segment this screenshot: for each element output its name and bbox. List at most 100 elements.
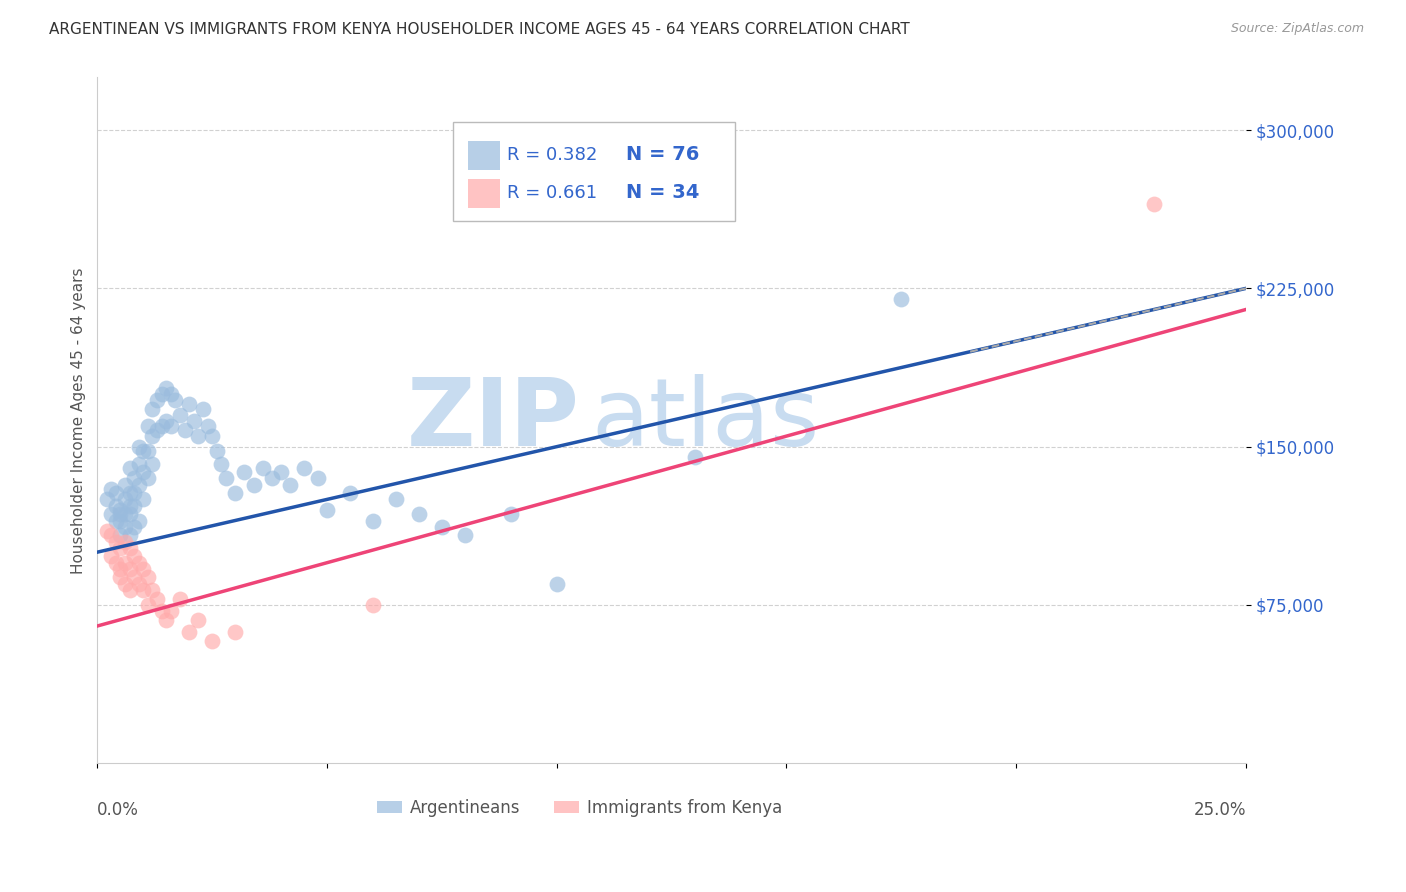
Point [292,460,315,475]
Point [132,465,155,479]
Point [160,418,183,433]
Point [110,507,132,521]
Text: N = 34: N = 34 [626,183,699,202]
FancyBboxPatch shape [453,122,735,221]
Point [100,482,122,496]
Point [110,541,132,555]
Point [361,514,384,528]
Point [215,471,238,485]
Point [546,576,568,591]
Point [104,486,127,500]
Point [242,477,264,491]
Point [890,292,912,306]
Point [155,381,177,395]
Point [499,507,522,521]
Point [146,591,169,606]
Point [132,583,155,598]
Point [110,503,132,517]
Point [132,443,155,458]
Point [100,528,122,542]
Point [118,562,141,576]
Point [160,387,183,401]
Point [160,604,183,618]
Point [128,576,150,591]
Point [155,613,177,627]
Text: atlas: atlas [591,375,820,467]
Point [141,429,163,443]
Point [1143,197,1166,211]
Point [141,401,163,416]
Point [104,499,127,513]
FancyBboxPatch shape [468,141,501,170]
Point [136,570,159,584]
Point [118,507,141,521]
Point [187,429,209,443]
Point [128,477,150,491]
Point [96,524,118,538]
Point [118,460,141,475]
Point [169,408,191,422]
Point [122,499,145,513]
Point [114,477,136,491]
Point [118,541,141,555]
Point [114,492,136,507]
Point [100,507,122,521]
Point [146,393,169,408]
Point [114,576,136,591]
Point [278,477,301,491]
Point [114,556,136,570]
Point [118,486,141,500]
Point [104,514,127,528]
Point [141,583,163,598]
Point [408,507,430,521]
Point [96,492,118,507]
Point [128,440,150,454]
Point [430,520,453,534]
Point [183,414,205,428]
Point [205,443,228,458]
Text: Source: ZipAtlas.com: Source: ZipAtlas.com [1230,22,1364,36]
Point [361,598,384,612]
Point [339,486,361,500]
Point [146,423,169,437]
Point [132,492,155,507]
Point [136,418,159,433]
Point [454,528,477,542]
Point [179,625,201,640]
Point [155,414,177,428]
Point [100,549,122,564]
Point [118,583,141,598]
Point [150,387,173,401]
Point [122,520,145,534]
Point [179,397,201,411]
Text: N = 76: N = 76 [626,145,699,164]
Point [385,492,408,507]
Point [128,514,150,528]
Point [169,591,191,606]
Point [136,598,159,612]
Point [114,534,136,549]
Point [201,633,224,648]
Point [150,418,173,433]
Point [122,549,145,564]
Text: R = 0.661: R = 0.661 [508,184,598,202]
Point [173,423,195,437]
Point [224,486,246,500]
Point [197,418,219,433]
Point [114,520,136,534]
Point [110,562,132,576]
Point [110,570,132,584]
Point [260,471,283,485]
Point [132,562,155,576]
Point [110,528,132,542]
Text: 0.0%: 0.0% [97,801,139,819]
Point [104,534,127,549]
Point [136,471,159,485]
Point [270,465,292,479]
Point [316,503,339,517]
Point [191,401,214,416]
Point [118,499,141,513]
Point [136,443,159,458]
Point [187,613,209,627]
Legend: Argentineans, Immigrants from Kenya: Argentineans, Immigrants from Kenya [370,792,789,823]
